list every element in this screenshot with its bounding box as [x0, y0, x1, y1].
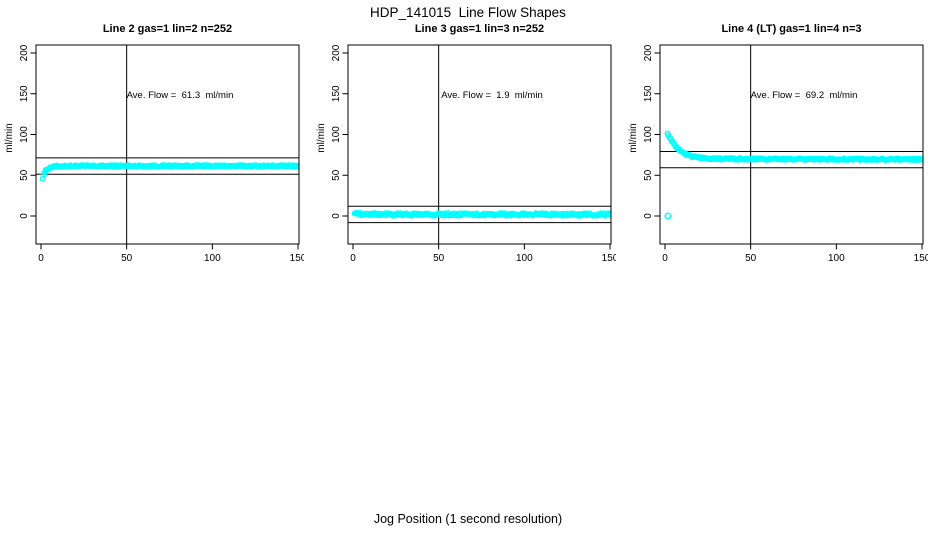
y-axis-ticks: 0 50 100 150 200 [331, 44, 348, 219]
x-axis-shared-label: Jog Position (1 second resolution) [373, 512, 563, 526]
y-tick-label: 100 [643, 126, 654, 143]
plot-panel-line-4: 0 50 100 150 200 0 50 100 150 ml/min Ave. Flow … [628, 44, 928, 264]
x-tick-label: 0 [350, 253, 356, 264]
ave-flow-annotation: Ave. Flow = 1.9 ml/min [441, 90, 542, 101]
y-tick-label: 150 [331, 85, 342, 102]
panel-title-line-4: Line 4 (LT) gas=1 lin=4 n=3 [721, 23, 862, 35]
outlier-point [664, 212, 672, 220]
x-tick-label: 150 [914, 253, 928, 264]
y-tick-label: 0 [19, 213, 30, 219]
x-axis-ticks: 0 50 100 150 [662, 244, 928, 264]
x-axis-ticks: 0 50 100 150 [350, 244, 616, 264]
x-tick-label: 50 [745, 253, 757, 264]
x-tick-label: 100 [828, 253, 845, 264]
x-tick-label: 0 [662, 253, 668, 264]
x-tick-label: 100 [204, 253, 221, 264]
y-tick-label: 0 [331, 213, 342, 219]
y-tick-label: 100 [19, 126, 30, 143]
data-point [293, 162, 299, 169]
x-tick-label: 150 [602, 253, 616, 264]
x-tick-label: 0 [38, 253, 44, 264]
ave-flow-annotation: Ave. Flow = 61.3 ml/min [127, 90, 234, 101]
y-tick-label: 50 [643, 169, 654, 181]
data-points [664, 130, 923, 220]
y-axis-ticks: 0 50 100 150 200 [19, 44, 36, 219]
y-tick-label: 50 [331, 169, 342, 181]
plot-border [347, 44, 612, 245]
y-axis-label: ml/min [4, 123, 15, 152]
x-tick-label: 50 [121, 253, 133, 264]
y-tick-label: 200 [643, 44, 654, 61]
data-points [39, 162, 299, 182]
reference-lines [36, 45, 299, 244]
y-tick-label: 0 [643, 213, 654, 219]
x-tick-label: 100 [516, 253, 533, 264]
y-axis-label: ml/min [316, 123, 327, 152]
data-point [295, 163, 299, 170]
x-tick-label: 50 [433, 253, 445, 264]
x-axis-ticks: 0 50 100 150 [38, 244, 304, 264]
data-point [919, 156, 923, 163]
y-axis-label: ml/min [628, 123, 639, 152]
plot-panel-line-3: 0 50 100 150 200 0 50 100 150 ml/min Ave. Flow … [316, 44, 616, 264]
y-tick-label: 150 [643, 85, 654, 102]
y-tick-label: 50 [19, 169, 30, 181]
reference-lines [660, 45, 923, 244]
y-axis-ticks: 0 50 100 150 200 [643, 44, 660, 219]
y-tick-label: 100 [331, 126, 342, 143]
plot-panel-line-2: 0 50 100 150 200 0 50 100 150 ml/min Ave. Flow … [4, 44, 304, 264]
plot-border [659, 44, 924, 245]
data-points [351, 209, 611, 219]
data-point [607, 210, 611, 217]
y-tick-label: 200 [331, 44, 342, 61]
x-tick-label: 150 [290, 253, 304, 264]
y-tick-label: 200 [19, 44, 30, 61]
panel-title-line-2: Line 2 gas=1 lin=2 n=252 [102, 23, 233, 35]
data-point [605, 211, 611, 218]
ave-flow-annotation: Ave. Flow = 69.2 ml/min [751, 90, 858, 101]
y-tick-label: 150 [19, 85, 30, 102]
panel-title-line-3: Line 3 gas=1 lin=3 n=252 [414, 23, 545, 35]
main-title: HDP_141015 Line Flow Shapes [370, 5, 566, 20]
plot-border [35, 44, 300, 245]
